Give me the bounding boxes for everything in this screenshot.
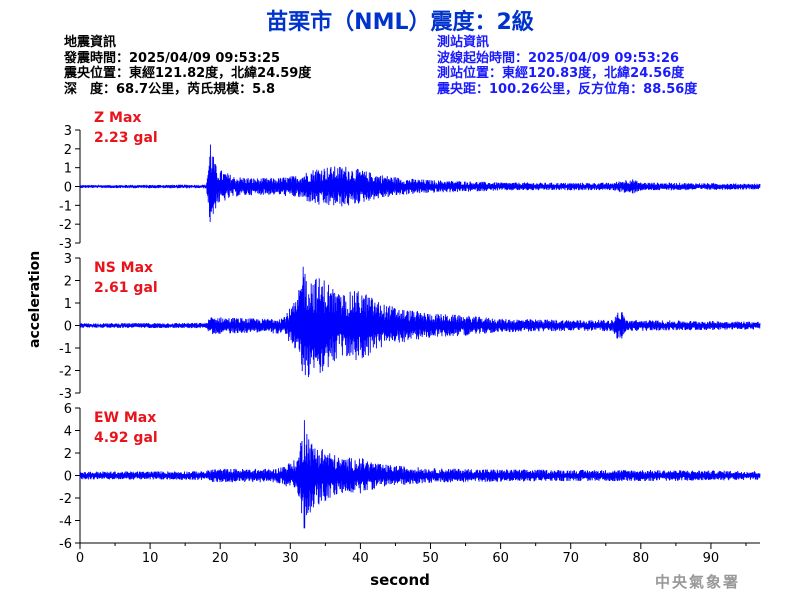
x-axis-label: second — [370, 571, 430, 589]
z-y-tick-label: 2 — [64, 143, 72, 158]
ns-y-tick-label: 3 — [64, 252, 72, 267]
ns-y-tick-label: -1 — [59, 342, 72, 357]
ns-max-label: NS Max — [94, 260, 154, 276]
x-tick-label: 0 — [76, 551, 84, 566]
x-tick-label: 20 — [212, 551, 229, 566]
y-axis-label: acceleration — [27, 250, 43, 348]
quake-info-block: 地震資訊 發震時間：2025/04/09 09:53:25 震央位置：東經121… — [64, 35, 311, 97]
ns-y-tick-label: -3 — [59, 387, 72, 402]
z-y-tick-label: -3 — [59, 237, 72, 252]
ns-y-tick-label: 1 — [64, 297, 72, 312]
ns-max-value: 2.61 gal — [94, 280, 158, 296]
station-info-heading: 測站資訊 — [437, 35, 490, 50]
z-panel-label: Z Max 2.23 gal — [94, 108, 158, 148]
ew-y-tick-label: -4 — [59, 515, 72, 530]
x-tick-label: 50 — [422, 551, 439, 566]
station-info-block: 測站資訊 波線起始時間：2025/04/09 09:53:26 測站位置：東經1… — [437, 35, 697, 97]
ew-y-tick-label: -2 — [59, 492, 72, 507]
ew-panel-label: EW Max 4.92 gal — [94, 408, 158, 448]
x-tick-label: 70 — [562, 551, 579, 566]
ns-panel-label: NS Max 2.61 gal — [94, 258, 158, 298]
station-distance-azimuth: 震央距：100.26公里，反方位角：88.56度 — [437, 81, 698, 97]
ew-y-tick-label: 4 — [64, 425, 72, 440]
x-tick-label: 30 — [282, 551, 299, 566]
ew-max-label: EW Max — [94, 410, 157, 426]
quake-depth-magnitude: 深 度：68.7公里，芮氏規模：5.8 — [64, 81, 276, 97]
chart-title: 苗栗市（NML）震度：2級 — [266, 10, 534, 35]
z-y-tick-label: -1 — [59, 199, 72, 214]
x-tick-label: 60 — [492, 551, 509, 566]
ew-waveform-trace — [79, 420, 761, 529]
ew-max-value: 4.92 gal — [94, 430, 158, 446]
quake-origin-time: 發震時間：2025/04/09 09:53:25 — [64, 50, 281, 66]
z-y-tick-label: 3 — [64, 124, 72, 139]
x-tick-label: 90 — [703, 551, 720, 566]
z-y-tick-label: 1 — [64, 162, 72, 177]
ns-y-tick-label: -2 — [59, 365, 72, 380]
ew-y-tick-label: 6 — [64, 402, 72, 417]
ns-waveform-trace — [79, 266, 761, 378]
quake-epicenter: 震央位置：東經121.82度，北緯24.59度 — [64, 66, 312, 81]
x-tick-label: 80 — [633, 551, 650, 566]
z-waveform-trace — [79, 144, 761, 223]
station-wave-start: 波線起始時間：2025/04/09 09:53:26 — [437, 50, 680, 66]
ew-y-tick-label: 2 — [64, 447, 72, 462]
x-tick-label: 40 — [352, 551, 369, 566]
x-tick-label: 10 — [142, 551, 159, 566]
quake-info-heading: 地震資訊 — [64, 35, 117, 50]
agency-mark: 中央氣象署 — [655, 573, 741, 591]
z-max-value: 2.23 gal — [94, 130, 158, 146]
ns-y-tick-label: 2 — [64, 275, 72, 290]
ew-y-tick-label: -6 — [59, 537, 72, 552]
z-y-tick-label: 0 — [64, 181, 72, 196]
ns-y-tick-label: 0 — [64, 320, 72, 335]
station-location: 測站位置：東經120.83度，北緯24.56度 — [437, 66, 685, 81]
ew-y-tick-label: 0 — [64, 470, 72, 485]
z-max-label: Z Max — [94, 110, 142, 126]
z-y-tick-label: -2 — [59, 218, 72, 233]
